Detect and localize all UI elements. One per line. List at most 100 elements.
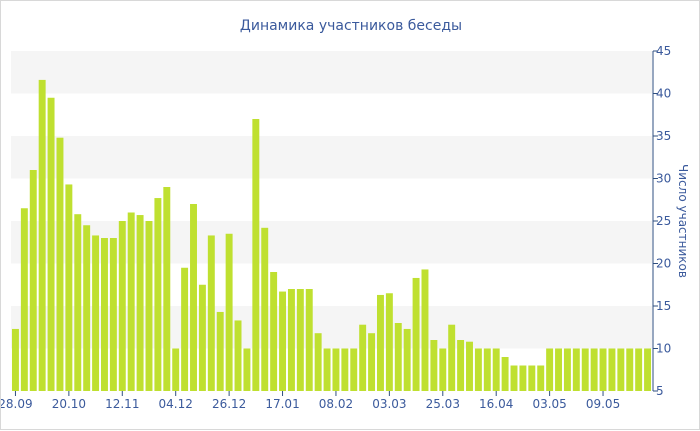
bar xyxy=(83,225,91,391)
bar xyxy=(368,333,376,391)
bar xyxy=(412,277,420,391)
bar xyxy=(448,324,456,391)
bar xyxy=(430,340,438,391)
y-tick-label: 5 xyxy=(656,384,664,398)
bar xyxy=(385,293,393,391)
bar xyxy=(510,365,518,391)
y-tick-label: 35 xyxy=(656,129,671,143)
bar xyxy=(528,365,536,391)
bar xyxy=(599,348,607,391)
bar xyxy=(555,348,562,391)
bar xyxy=(466,341,473,391)
bar xyxy=(261,227,269,391)
y-axis-ticks: 5 10 15 20 25 30 35 40 45 xyxy=(653,44,671,398)
bar xyxy=(341,348,349,391)
x-tick-label: 09.05 xyxy=(586,397,620,411)
bar xyxy=(644,348,652,391)
y-tick-label: 10 xyxy=(656,342,671,356)
bar xyxy=(136,215,144,391)
grid-band xyxy=(11,221,652,264)
bar xyxy=(635,348,643,391)
bar xyxy=(457,340,465,391)
bar xyxy=(483,348,491,391)
bar xyxy=(314,333,322,391)
grid-bands xyxy=(11,51,652,349)
bar xyxy=(243,348,251,391)
bar xyxy=(11,328,19,391)
y-tick-label: 25 xyxy=(656,214,671,228)
bar xyxy=(101,238,108,391)
bar xyxy=(198,284,206,391)
bar xyxy=(617,348,625,391)
bar xyxy=(492,348,500,391)
x-tick-label: 26.12 xyxy=(212,397,246,411)
y-axis-label: Число участников xyxy=(676,164,690,278)
grid-band xyxy=(11,306,652,349)
bar xyxy=(216,311,224,391)
bar xyxy=(118,221,126,391)
bar xyxy=(626,348,634,391)
grid-band xyxy=(11,136,652,179)
bar xyxy=(608,348,616,391)
bar xyxy=(501,357,509,391)
x-tick-label: 25.03 xyxy=(426,397,460,411)
bar xyxy=(56,137,64,391)
bar xyxy=(207,235,215,391)
x-tick-label: 17.01 xyxy=(265,397,299,411)
y-tick-label: 15 xyxy=(656,299,671,313)
bar xyxy=(234,320,242,391)
bar xyxy=(403,328,411,391)
x-tick-label: 20.10 xyxy=(52,397,86,411)
bar xyxy=(359,324,367,391)
bar xyxy=(296,289,304,391)
bar xyxy=(537,365,545,391)
x-tick-label: 08.02 xyxy=(319,397,353,411)
bar xyxy=(439,348,447,391)
x-tick-label: 16.04 xyxy=(479,397,513,411)
bar xyxy=(474,348,482,391)
bar xyxy=(74,214,82,391)
bar xyxy=(305,289,313,391)
grid-band xyxy=(11,51,652,94)
bar xyxy=(332,348,340,391)
x-tick-label: 28.09 xyxy=(1,397,33,411)
bar xyxy=(154,198,162,391)
y-tick-label: 40 xyxy=(656,87,671,101)
bar xyxy=(65,184,73,391)
bar xyxy=(20,208,28,391)
x-tick-label: 12.11 xyxy=(105,397,139,411)
bar xyxy=(172,348,180,391)
bar xyxy=(590,348,598,391)
x-tick-label: 03.05 xyxy=(532,397,566,411)
y-tick-label: 45 xyxy=(656,44,671,58)
bar xyxy=(29,170,37,391)
y-tick-label: 20 xyxy=(656,257,671,271)
bar xyxy=(572,348,580,391)
x-tick-label: 04.12 xyxy=(159,397,193,411)
bar xyxy=(109,238,117,391)
bar xyxy=(323,348,331,391)
bar xyxy=(252,119,260,391)
x-tick-label: 03.03 xyxy=(372,397,406,411)
bar xyxy=(279,291,287,391)
bar xyxy=(376,294,384,391)
bar xyxy=(394,323,402,391)
bar xyxy=(270,272,278,391)
bar xyxy=(47,97,55,391)
bar xyxy=(581,348,589,391)
bar xyxy=(127,212,135,391)
y-tick-label: 30 xyxy=(656,172,671,186)
bar xyxy=(519,365,527,391)
bar xyxy=(181,267,189,391)
bars xyxy=(11,79,652,392)
bar xyxy=(546,348,554,391)
bar xyxy=(163,187,171,391)
bar xyxy=(563,348,571,391)
x-axis-ticks: 28.09 20.10 12.11 04.12 26.12 17.01 08.02 03.03… xyxy=(1,391,620,411)
bar xyxy=(145,221,153,391)
bar xyxy=(225,233,233,391)
bar xyxy=(92,235,100,391)
bar xyxy=(287,289,295,391)
